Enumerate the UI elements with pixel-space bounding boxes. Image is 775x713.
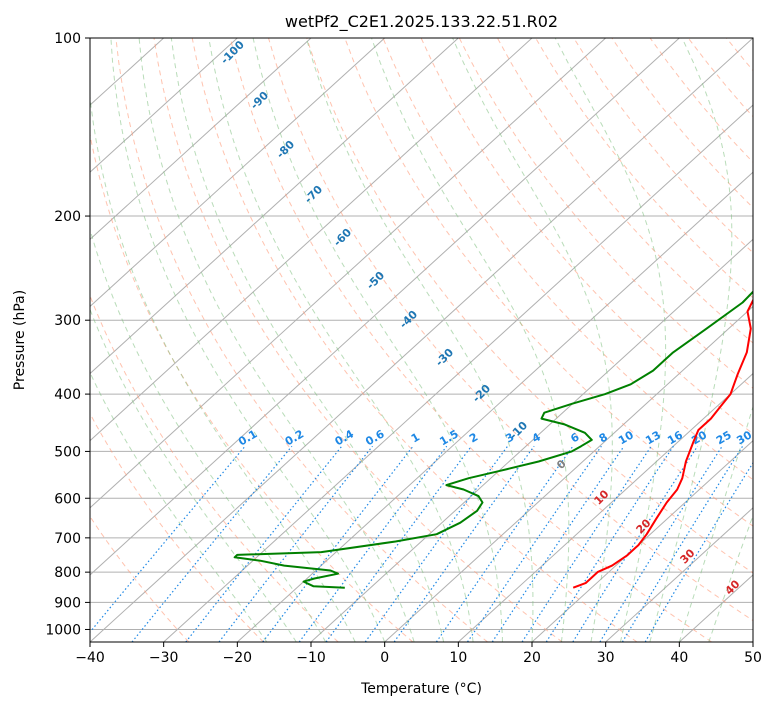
- y-tick-label: 1000: [45, 622, 81, 638]
- x-axis-label: Temperature (°C): [360, 681, 482, 697]
- x-tick-label: −40: [75, 650, 105, 666]
- x-tick-label: 40: [670, 650, 688, 666]
- x-tick-label: 30: [597, 650, 615, 666]
- y-tick-label: 200: [54, 209, 81, 225]
- x-tick-label: −10: [296, 650, 326, 666]
- y-tick-label: 700: [54, 531, 81, 547]
- y-tick-label: 900: [54, 595, 81, 611]
- y-axis-label: Pressure (hPa): [12, 290, 28, 390]
- y-tick-label: 500: [54, 444, 81, 460]
- y-tick-label: 600: [54, 491, 81, 507]
- y-tick-label: 300: [54, 313, 81, 329]
- chart-title: wetPf2_C2E1.2025.133.22.51.R02: [285, 12, 558, 32]
- y-tick-label: 100: [54, 31, 81, 47]
- x-tick-label: 20: [523, 650, 541, 666]
- x-tick-label: 50: [744, 650, 762, 666]
- y-tick-label: 800: [54, 565, 81, 581]
- x-tick-label: 0: [380, 650, 389, 666]
- x-tick-label: −30: [149, 650, 179, 666]
- x-tick-label: 10: [449, 650, 467, 666]
- y-tick-label: 400: [54, 387, 81, 403]
- x-tick-label: −20: [223, 650, 253, 666]
